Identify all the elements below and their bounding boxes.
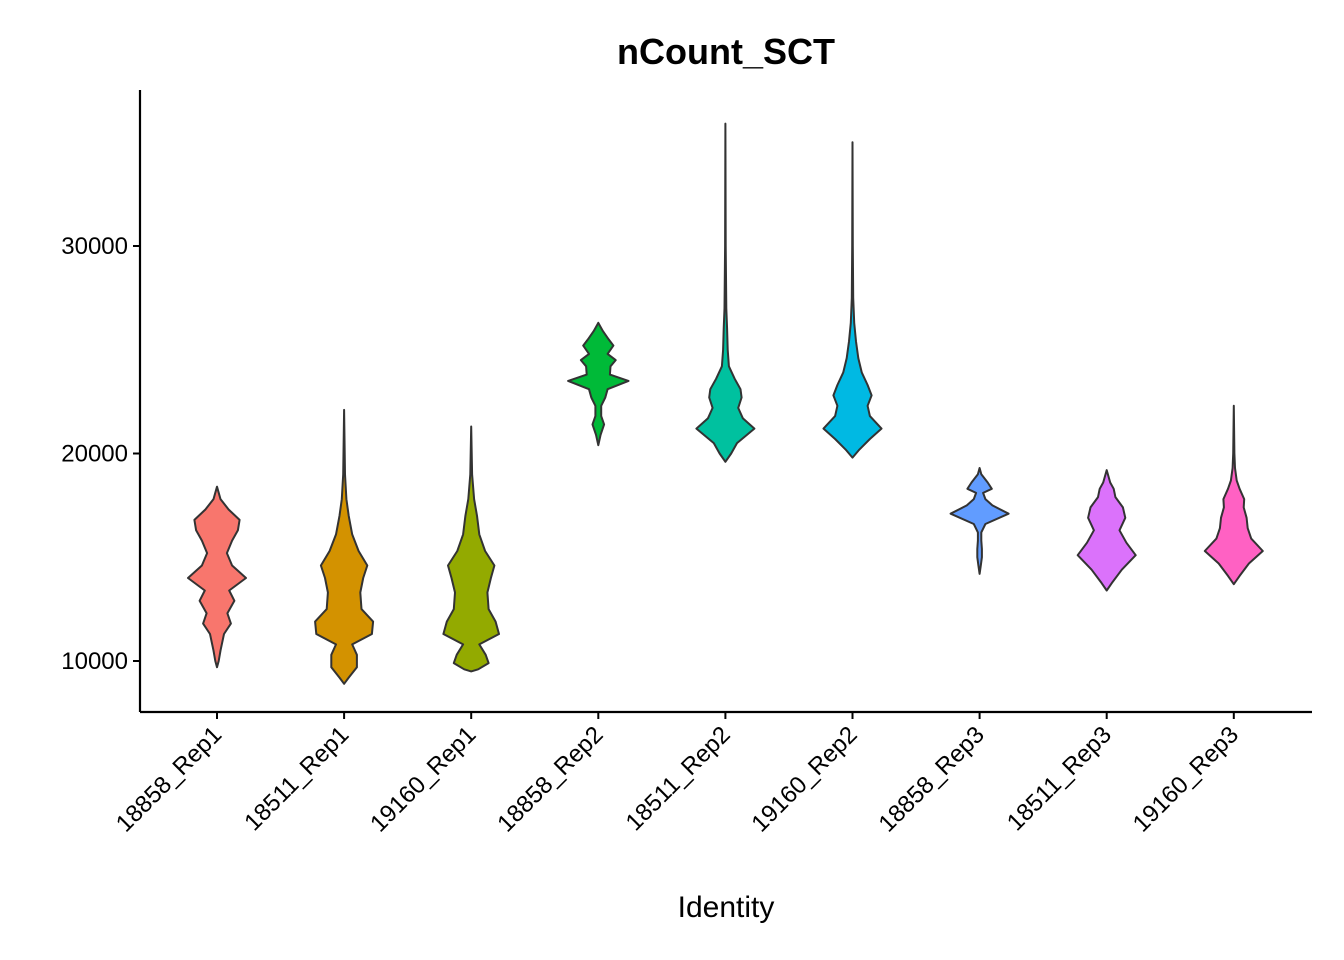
violin-18511_Rep1	[314, 408, 375, 685]
x-tick-label: 19160_Rep2	[746, 721, 862, 837]
y-axis-ticks: 10000 20000 30000	[61, 233, 140, 675]
violin-19160_Rep2	[822, 141, 883, 459]
violin-group	[187, 122, 1264, 685]
x-tick-label: 18858_Rep2	[492, 721, 608, 837]
x-tick-label: 18511_Rep3	[1002, 721, 1117, 836]
violin-18511_Rep3	[1076, 469, 1137, 592]
y-tick-label: 30000	[61, 233, 128, 260]
x-tick-label: 18858_Rep1	[111, 721, 227, 837]
x-tick-label: 19160_Rep1	[365, 721, 481, 837]
violin-18858_Rep2	[567, 321, 630, 447]
x-axis-ticks: 18858_Rep1 18511_Rep1 19160_Rep1 18858_Rep2…	[111, 712, 1244, 837]
violin-18858_Rep1	[187, 485, 247, 669]
y-tick-label: 20000	[61, 441, 128, 468]
x-tick-label: 18511_Rep2	[621, 721, 736, 836]
violin-19160_Rep3	[1203, 404, 1264, 586]
chart-title: nCount_SCT	[617, 31, 835, 72]
violin-18511_Rep2	[695, 122, 756, 463]
x-tick-label: 18511_Rep1	[239, 721, 354, 836]
x-tick-label: 18858_Rep3	[874, 721, 990, 837]
x-axis-title: Identity	[678, 891, 775, 924]
x-tick-label: 19160_Rep3	[1128, 721, 1244, 837]
violin-19160_Rep1	[442, 425, 500, 673]
violin-18858_Rep3	[949, 467, 1010, 575]
y-tick-label: 10000	[61, 648, 128, 675]
